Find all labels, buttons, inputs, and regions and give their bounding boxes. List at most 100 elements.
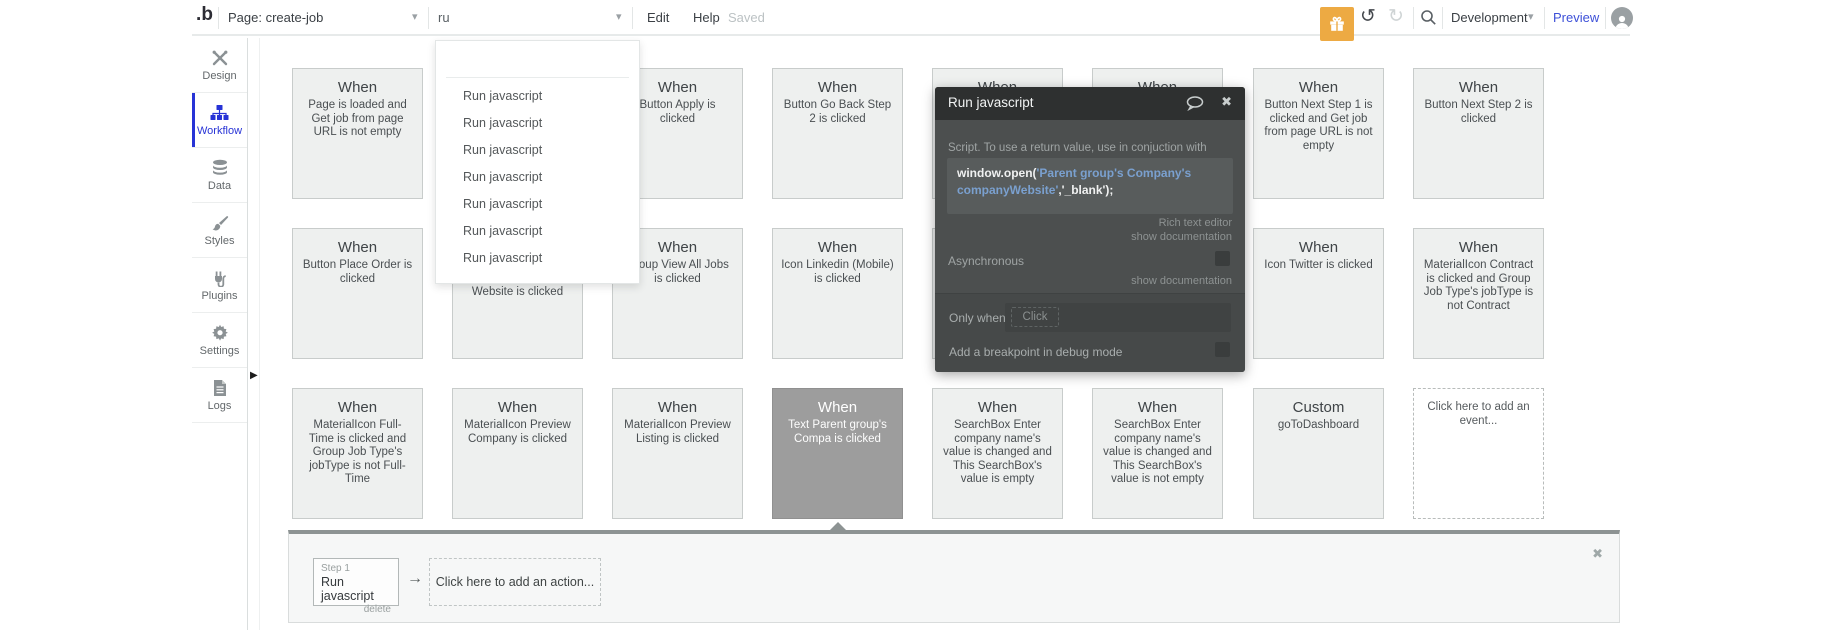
dropdown-item[interactable]: Run javascript [463, 224, 543, 238]
gift-icon [1328, 15, 1346, 33]
workflow-event-card[interactable]: When Page is loaded and Get job from pag… [292, 68, 423, 199]
sidebar-item-label: Data [207, 179, 232, 192]
add-action-button[interactable]: Click here to add an action... [429, 558, 601, 606]
active-indicator [192, 93, 195, 147]
popup-title: Run javascript [948, 95, 1034, 110]
redo-icon[interactable]: ↻ [1388, 6, 1404, 27]
database-icon [211, 159, 229, 177]
plug-icon [211, 269, 229, 287]
comment-bubble-icon[interactable] [1186, 96, 1205, 111]
sidebar-item-label: Workflow [196, 124, 243, 137]
action-bar: Step 1 Run javascript delete → Click her… [288, 530, 1620, 623]
workflow-event-card[interactable]: When Icon Twitter is clicked [1253, 228, 1384, 359]
workflow-icon [210, 104, 229, 122]
divider [446, 77, 629, 78]
selected-event-caret [829, 522, 847, 531]
sidebar-item-design[interactable]: Design [192, 38, 247, 93]
divider [218, 7, 219, 29]
popup-header[interactable]: Run javascript ✖ [935, 87, 1245, 120]
close-icon[interactable]: ✖ [1592, 546, 1603, 561]
workflow-event-card[interactable]: When SearchBox Enter company name's valu… [932, 388, 1063, 519]
arrow-right-icon: → [407, 570, 423, 587]
dropdown-item[interactable]: Run javascript [463, 116, 543, 130]
sidebar-item-data[interactable]: Data [192, 148, 247, 203]
divider [1442, 7, 1443, 29]
sidebar-item-label: Settings [199, 344, 240, 357]
bubble-logo: .b [196, 4, 213, 25]
chevron-down-icon[interactable]: ▾ [412, 11, 418, 23]
workflow-event-card[interactable]: When MaterialIcon Contract is clicked an… [1413, 228, 1544, 359]
search-icon[interactable] [1420, 9, 1437, 26]
document-icon [212, 379, 228, 397]
gift-button[interactable] [1320, 7, 1354, 41]
script-code-editor[interactable]: window.open('Parent group's Company's com… [947, 158, 1233, 214]
menu-help[interactable]: Help [693, 10, 720, 25]
show-documentation-link[interactable]: show documentation [1131, 275, 1232, 287]
workflow-event-card[interactable]: When MaterialIcon Preview Company is cli… [452, 388, 583, 519]
environment-selector[interactable]: Development [1451, 10, 1528, 25]
divider [428, 7, 429, 29]
sidebar-item-label: Design [202, 69, 237, 82]
saved-status: Saved [728, 10, 765, 25]
sidebar-item-label: Plugins [201, 289, 238, 302]
step-1-action-box[interactable]: Step 1 Run javascript delete [313, 558, 399, 615]
element-search-input[interactable]: ru [438, 10, 450, 25]
page-selector[interactable]: Page: create-job [228, 10, 324, 25]
paintbrush-icon [211, 214, 229, 232]
sidebar-item-logs[interactable]: Logs [192, 368, 247, 423]
rich-text-editor-link[interactable]: Rich text editor [1158, 217, 1232, 229]
click-placeholder[interactable]: Click [1011, 307, 1059, 327]
show-documentation-link[interactable]: show documentation [1131, 231, 1232, 243]
dropdown-item[interactable]: Run javascript [463, 143, 543, 157]
workflow-event-card[interactable]: When Button Next Step 2 is clicked [1413, 68, 1544, 199]
divider [1413, 7, 1414, 29]
gear-icon [211, 324, 229, 342]
step-label: Step 1 [321, 563, 350, 574]
menu-edit[interactable]: Edit [647, 10, 670, 25]
divider [259, 38, 260, 630]
delete-action-link[interactable]: delete [363, 604, 391, 615]
only-when-input[interactable]: Click [1005, 303, 1231, 332]
add-event-card[interactable]: Click here to add an event... [1413, 388, 1544, 519]
sidebar-item-styles[interactable]: Styles [192, 203, 247, 258]
asynchronous-label: Asynchronous [948, 254, 1025, 268]
workflow-event-card-selected[interactable]: When Text Parent group's Compa is clicke… [772, 388, 903, 519]
preview-link[interactable]: Preview [1553, 10, 1600, 25]
workflow-event-card[interactable]: When MaterialIcon Full-Time is clicked a… [292, 388, 423, 519]
sidebar-item-label: Styles [204, 234, 235, 247]
breakpoint-label: Add a breakpoint in debug mode [949, 345, 1123, 359]
dropdown-item[interactable]: Run javascript [463, 197, 543, 211]
workflow-event-card[interactable]: When Button Place Order is clicked [292, 228, 423, 359]
dropdown-item[interactable]: Run javascript [463, 251, 543, 265]
sidebar-item-label: Logs [207, 399, 232, 412]
only-when-label: Only when [949, 311, 1006, 325]
close-icon[interactable]: ✖ [1221, 94, 1232, 109]
sidebar-item-settings[interactable]: Settings [192, 313, 247, 368]
workflow-event-card[interactable]: When Button Next Step 1 is clicked and G… [1253, 68, 1384, 199]
workflow-custom-event-card[interactable]: Custom goToDashboard [1253, 388, 1384, 519]
search-results-dropdown: Run javascript Run javascript Run javasc… [435, 40, 640, 284]
workflow-event-card[interactable]: When SearchBox Enter company name's valu… [1092, 388, 1223, 519]
undo-icon[interactable]: ↺ [1360, 6, 1376, 27]
workflow-event-card[interactable]: When MaterialIcon Preview Listing is cli… [612, 388, 743, 519]
sidebar-item-plugins[interactable]: Plugins [192, 258, 247, 313]
chevron-down-icon[interactable]: ▾ [616, 11, 622, 23]
asynchronous-checkbox[interactable] [1215, 251, 1230, 266]
sidebar-collapse-icon[interactable]: ▶ [250, 370, 258, 381]
workflow-event-card[interactable]: When Icon Linkedin (Mobile) is clicked [772, 228, 903, 359]
dropdown-item[interactable]: Run javascript [463, 89, 543, 103]
chevron-down-icon[interactable]: ▾ [1528, 11, 1534, 23]
dropdown-item[interactable]: Run javascript [463, 170, 543, 184]
workflow-event-card[interactable]: When Button Go Back Step 2 is clicked [772, 68, 903, 199]
avatar[interactable] [1611, 7, 1633, 29]
sidebar: Design Workflow Data Styles Plugins [192, 38, 248, 630]
divider [632, 7, 633, 29]
sidebar-item-workflow[interactable]: Workflow [192, 93, 247, 148]
popup-condition-section: Only when Click Add a breakpoint in debu… [935, 293, 1245, 372]
step-action-name: Run javascript [321, 575, 374, 603]
breakpoint-checkbox[interactable] [1215, 342, 1230, 357]
run-javascript-popup: Run javascript ✖ Script. To use a return… [935, 87, 1245, 372]
divider [1605, 7, 1606, 29]
dropdown-spacer [436, 41, 639, 77]
